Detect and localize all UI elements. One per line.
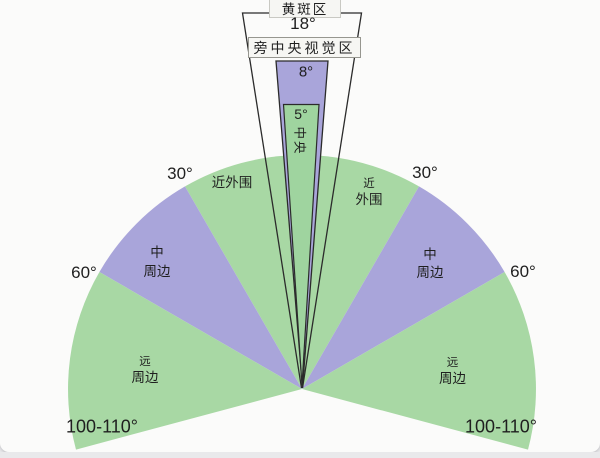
wedge-central-5deg bbox=[282, 103, 320, 386]
right-mid-line2: 周边 bbox=[416, 265, 444, 280]
paracentral-angle-label: 8° bbox=[298, 62, 314, 80]
right-angle-60-label: 60° bbox=[510, 262, 536, 282]
central-zone-label: 中央 bbox=[292, 126, 307, 156]
left-near-periphery-label: 近外围 bbox=[211, 174, 253, 190]
paracentral-label: 旁中央视觉区 bbox=[253, 39, 356, 56]
macula-angle-label: 18° bbox=[290, 14, 316, 34]
macula-label-box: 黄斑区 bbox=[269, 0, 341, 18]
page-bottom-strip bbox=[0, 452, 600, 458]
paracentral-label-box: 旁中央视觉区 bbox=[248, 37, 361, 58]
right-near-periphery-label: 近 外围 bbox=[356, 177, 383, 207]
left-far-periphery-label: 远 周边 bbox=[132, 354, 159, 386]
right-angle-range-label: 100-110° bbox=[465, 416, 537, 437]
left-angle-60-label: 60° bbox=[71, 262, 97, 282]
macula-label: 黄斑区 bbox=[281, 1, 329, 17]
left-mid-line2: 周边 bbox=[143, 263, 171, 279]
right-far-line1: 远 bbox=[446, 356, 459, 369]
right-far-periphery-label: 远 周边 bbox=[439, 355, 466, 387]
sector-far-periphery-left bbox=[68, 272, 303, 450]
left-far-line2: 周边 bbox=[131, 370, 159, 385]
left-angle-range-label: 100-110° bbox=[66, 416, 138, 437]
right-angle-30-label: 30° bbox=[412, 163, 438, 183]
sector-mid-periphery-right bbox=[302, 186, 505, 389]
right-near-line1: 近 bbox=[363, 177, 375, 190]
right-far-line2: 周边 bbox=[439, 370, 466, 386]
left-angle-30-label: 30° bbox=[167, 164, 193, 184]
right-mid-periphery-label: 中 周边 bbox=[417, 246, 444, 282]
sector-mid-periphery-left bbox=[99, 186, 303, 389]
left-mid-periphery-label: 中 周边 bbox=[144, 243, 171, 281]
left-mid-line1: 中 bbox=[150, 244, 164, 260]
right-near-line2: 外围 bbox=[355, 191, 383, 207]
right-mid-line1: 中 bbox=[423, 247, 437, 262]
sector-far-periphery-right bbox=[302, 272, 536, 450]
left-far-line1: 远 bbox=[139, 356, 151, 368]
outline-macula-18deg bbox=[241, 12, 363, 389]
central-angle-label: 5° bbox=[294, 105, 308, 122]
